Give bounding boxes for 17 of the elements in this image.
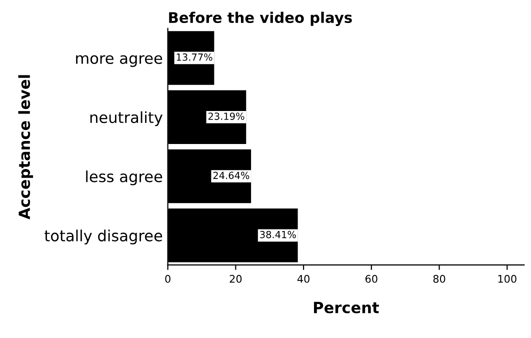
chart-title: Before the video plays [169,12,352,26]
y-axis-title: Acceptance level [18,75,34,220]
x-tick-label: 100 [498,274,516,283]
x-tick-label: 0 [165,274,170,283]
x-tick-label: 80 [433,274,446,283]
y-tick-label: totally disagree [44,230,162,244]
y-tick-label: more agree [76,55,162,67]
x-axis-title: Percent [314,302,379,314]
data-label: 38.41% [260,230,296,238]
y-tick-label: neutrality [90,111,162,126]
y-tick-label: less agree [86,170,162,186]
x-tick-label: 20 [230,274,242,283]
data-label: 13.77% [176,53,212,61]
data-label: 23.19% [208,112,244,120]
x-tick-label: 40 [297,274,310,283]
data-label: 24.64% [213,172,250,180]
x-tick-label: 60 [365,274,378,283]
